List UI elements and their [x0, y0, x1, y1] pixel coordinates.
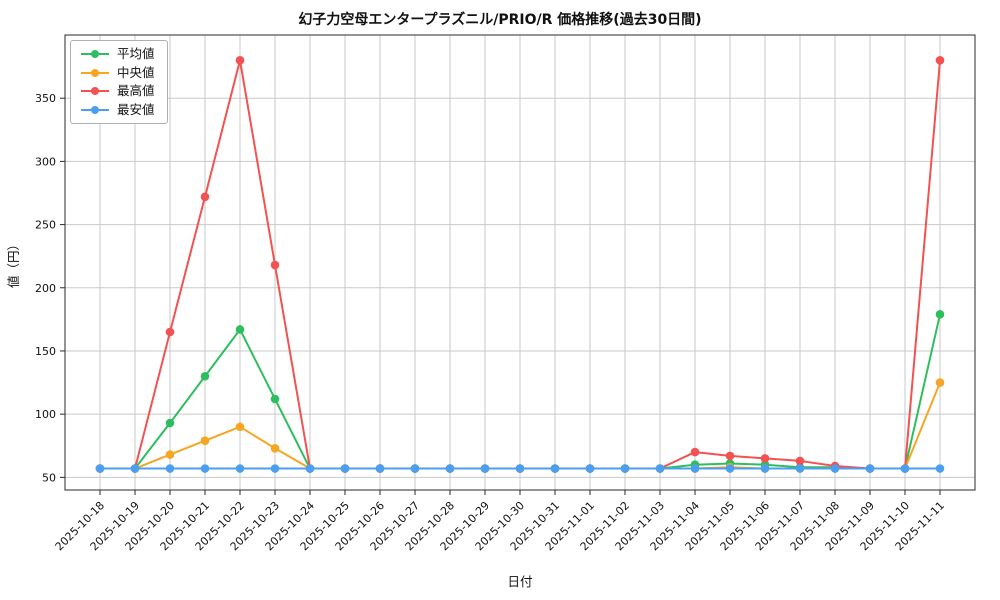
grid-layer	[65, 35, 975, 490]
chart-title: 幻子力空母エンタープラズニル/PRIO/R 価格推移(過去30日間)	[298, 11, 701, 28]
data-point	[270, 260, 280, 270]
data-point	[620, 464, 630, 473]
data-point	[200, 192, 210, 202]
legend-item: 最高値	[80, 83, 155, 98]
legend-label: 最高値	[117, 83, 155, 98]
legend-label: 最安値	[117, 101, 155, 117]
legend-marker-icon	[81, 105, 109, 114]
legend-item: 平均値	[80, 46, 155, 61]
data-point	[480, 464, 490, 473]
data-point	[515, 464, 525, 473]
data-point	[270, 443, 280, 453]
legend-dot	[91, 68, 99, 77]
y-tick-label: 200	[35, 282, 56, 295]
legend-dot	[91, 105, 99, 114]
data-point	[375, 464, 385, 473]
data-point	[760, 464, 770, 473]
data-point	[410, 464, 420, 473]
data-point	[95, 464, 105, 473]
data-point	[270, 464, 280, 473]
data-point	[935, 378, 945, 387]
data-point	[935, 310, 945, 319]
legend-label: 平均値	[117, 46, 155, 61]
data-point	[725, 464, 735, 473]
data-point	[200, 436, 210, 446]
data-point	[690, 447, 700, 457]
legend-item: 最安値	[80, 101, 155, 117]
data-point	[165, 418, 175, 428]
legend-dot	[91, 50, 99, 59]
data-point	[165, 327, 175, 337]
y-tick-label: 250	[35, 219, 56, 232]
x-axis-label: 日付	[507, 574, 532, 589]
data-point	[935, 55, 945, 65]
legend-dot	[91, 87, 99, 96]
data-point	[270, 394, 280, 404]
y-tick-label: 300	[35, 155, 56, 168]
data-point	[725, 451, 735, 461]
legend-marker-icon	[81, 87, 109, 96]
legend-marker-icon	[81, 50, 109, 59]
data-point	[235, 325, 245, 334]
data-point	[165, 450, 175, 459]
data-point	[235, 464, 245, 473]
data-point	[585, 464, 595, 473]
legend-item: 中央値	[80, 64, 155, 80]
data-point	[655, 464, 665, 473]
y-tick-label: 350	[35, 92, 56, 105]
data-point	[165, 464, 175, 473]
series-layer	[95, 55, 945, 473]
data-point	[235, 422, 245, 432]
data-point	[795, 456, 805, 466]
legend-label: 中央値	[117, 64, 155, 80]
y-tick-label: 50	[42, 471, 56, 484]
data-point	[795, 464, 805, 473]
data-point	[550, 464, 560, 473]
data-point	[760, 454, 770, 463]
data-point	[445, 464, 455, 473]
data-point	[865, 464, 875, 473]
legend: 平均値中央値最高値最安値	[70, 40, 168, 124]
legend-marker-icon	[81, 68, 109, 77]
y-tick-label: 100	[35, 408, 56, 421]
data-point	[130, 464, 140, 473]
data-point	[200, 464, 210, 473]
data-point	[900, 464, 910, 473]
data-point	[935, 464, 945, 473]
data-point	[830, 464, 840, 473]
y-axis-label: 値（円）	[6, 238, 21, 288]
data-point	[340, 464, 350, 473]
y-tick-label: 150	[35, 345, 56, 358]
data-point	[690, 464, 700, 473]
data-point	[235, 55, 245, 65]
data-point	[200, 371, 210, 381]
data-point	[305, 464, 315, 473]
